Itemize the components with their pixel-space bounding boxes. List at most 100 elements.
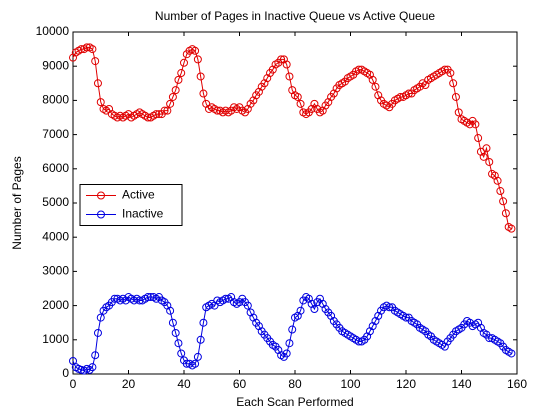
y-tick-label: 1000 — [42, 332, 69, 346]
data-point — [152, 110, 161, 119]
data-point — [293, 92, 302, 101]
data-point — [196, 72, 205, 81]
data-point — [77, 45, 86, 54]
data-point — [143, 293, 152, 302]
data-point — [296, 306, 305, 315]
x-tick-label: 120 — [396, 377, 416, 391]
data-point — [285, 72, 294, 81]
data-point — [243, 301, 252, 310]
data-point — [168, 318, 177, 327]
y-tick-label: 7000 — [42, 127, 69, 141]
data-point — [146, 293, 155, 302]
data-point — [296, 99, 305, 108]
data-point — [479, 152, 488, 161]
chart-title: Number of Pages in Inactive Queue vs Act… — [155, 9, 435, 23]
data-point — [213, 106, 222, 115]
x-tick-label: 40 — [177, 377, 191, 391]
data-point — [93, 328, 102, 337]
data-point — [163, 106, 172, 115]
data-point — [368, 75, 377, 84]
x-tick-label: 60 — [233, 377, 247, 391]
x-tick-label: 100 — [340, 377, 360, 391]
legend-label: Inactive — [122, 207, 164, 221]
data-point — [88, 363, 97, 372]
legend-label: Active — [122, 188, 155, 202]
legend-marker — [97, 210, 105, 219]
data-point — [454, 108, 463, 117]
x-tick-label: 140 — [451, 377, 471, 391]
data-point — [160, 106, 169, 115]
data-point — [91, 351, 100, 360]
data-point — [177, 349, 186, 358]
data-point — [193, 352, 202, 361]
data-point — [277, 55, 286, 64]
data-point — [177, 69, 186, 78]
data-point — [96, 98, 105, 107]
y-tick-label: 2000 — [42, 298, 69, 312]
data-point — [485, 157, 494, 166]
y-tick-label: 10000 — [36, 24, 70, 38]
data-point — [485, 334, 494, 343]
data-point — [507, 224, 516, 233]
data-point — [171, 328, 180, 337]
data-point — [143, 113, 152, 122]
data-point — [285, 339, 294, 348]
data-point — [199, 89, 208, 98]
legend-box — [79, 184, 183, 226]
data-point — [499, 197, 508, 206]
x-tick-label: 160 — [507, 377, 527, 391]
data-point — [180, 58, 188, 67]
y-tick-label: 6000 — [42, 161, 69, 175]
data-point — [168, 92, 177, 101]
data-point — [96, 313, 105, 322]
x-tick-label: 80 — [288, 377, 302, 391]
y-tick-label: 3000 — [42, 264, 69, 278]
data-point — [451, 92, 460, 101]
data-point — [282, 60, 291, 69]
data-point — [354, 65, 363, 74]
data-point — [288, 325, 297, 334]
data-point — [474, 134, 483, 143]
data-point — [85, 365, 94, 374]
y-tick-label: 5000 — [42, 195, 69, 209]
data-point — [446, 69, 455, 78]
y-tick-label: 0 — [62, 366, 69, 380]
x-tick-label: 0 — [70, 377, 77, 391]
data-point — [507, 349, 516, 358]
data-point — [110, 294, 119, 303]
data-point — [196, 335, 205, 344]
data-point — [174, 75, 183, 84]
data-point — [191, 46, 200, 55]
data-point — [482, 144, 491, 153]
data-point — [471, 120, 480, 129]
data-point — [135, 296, 144, 305]
data-point — [191, 359, 200, 368]
data-point — [166, 99, 175, 108]
data-point — [88, 45, 97, 54]
data-point — [496, 187, 505, 196]
data-point — [193, 55, 202, 64]
data-point — [396, 92, 405, 101]
data-point — [174, 339, 183, 348]
data-point — [493, 176, 502, 185]
y-tick-label: 9000 — [42, 58, 69, 72]
x-axis-label: Each Scan Performed — [236, 395, 353, 409]
data-point — [82, 43, 91, 52]
data-point — [199, 318, 208, 327]
legend-marker — [97, 191, 105, 200]
data-point — [310, 305, 319, 314]
data-point — [166, 306, 175, 315]
data-point — [371, 82, 380, 91]
series-line — [72, 296, 512, 372]
y-axis-label: Number of Pages — [10, 156, 24, 249]
data-point — [282, 349, 291, 358]
data-point — [171, 86, 180, 95]
data-point — [182, 359, 191, 368]
y-tick-label: 4000 — [42, 229, 69, 243]
data-point — [93, 79, 102, 88]
y-tick-label: 8000 — [42, 93, 69, 107]
x-tick-label: 20 — [122, 377, 136, 391]
data-point — [91, 57, 100, 66]
data-point — [221, 294, 230, 303]
